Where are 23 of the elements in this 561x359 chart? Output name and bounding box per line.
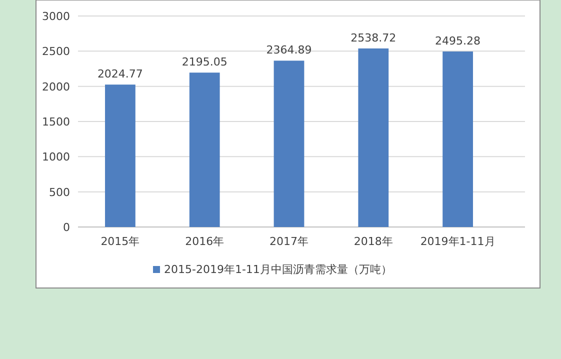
y-tick-label: 2500 <box>42 45 70 58</box>
x-tick-label: 2018年 <box>354 235 393 248</box>
x-tick-label: 2017年 <box>270 235 308 248</box>
y-tick-label: 1500 <box>42 116 70 128</box>
y-tick-label: 3000 <box>42 10 70 23</box>
data-label: 2495.28 <box>435 34 481 48</box>
bar <box>189 72 220 227</box>
y-tick-label: 0 <box>63 221 70 234</box>
y-tick-label: 2000 <box>42 80 70 94</box>
bar <box>274 60 304 227</box>
data-label: 2195.05 <box>182 56 228 69</box>
bar <box>105 84 136 227</box>
data-label: 2364.89 <box>266 44 312 57</box>
x-tick-label: 2016年 <box>185 235 224 248</box>
y-tick-label: 500 <box>49 186 70 199</box>
data-label: 2024.77 <box>97 68 143 81</box>
y-tick-label: 1000 <box>42 150 70 164</box>
legend-label: 2015-2019年1-11月中国沥青需求量（万吨） <box>164 263 392 276</box>
x-tick-label: 2015年 <box>100 235 140 248</box>
x-tick-label: 2019年1-11月 <box>420 235 496 248</box>
bar <box>358 48 389 227</box>
data-label: 2538.72 <box>350 31 396 44</box>
bar <box>442 52 473 227</box>
